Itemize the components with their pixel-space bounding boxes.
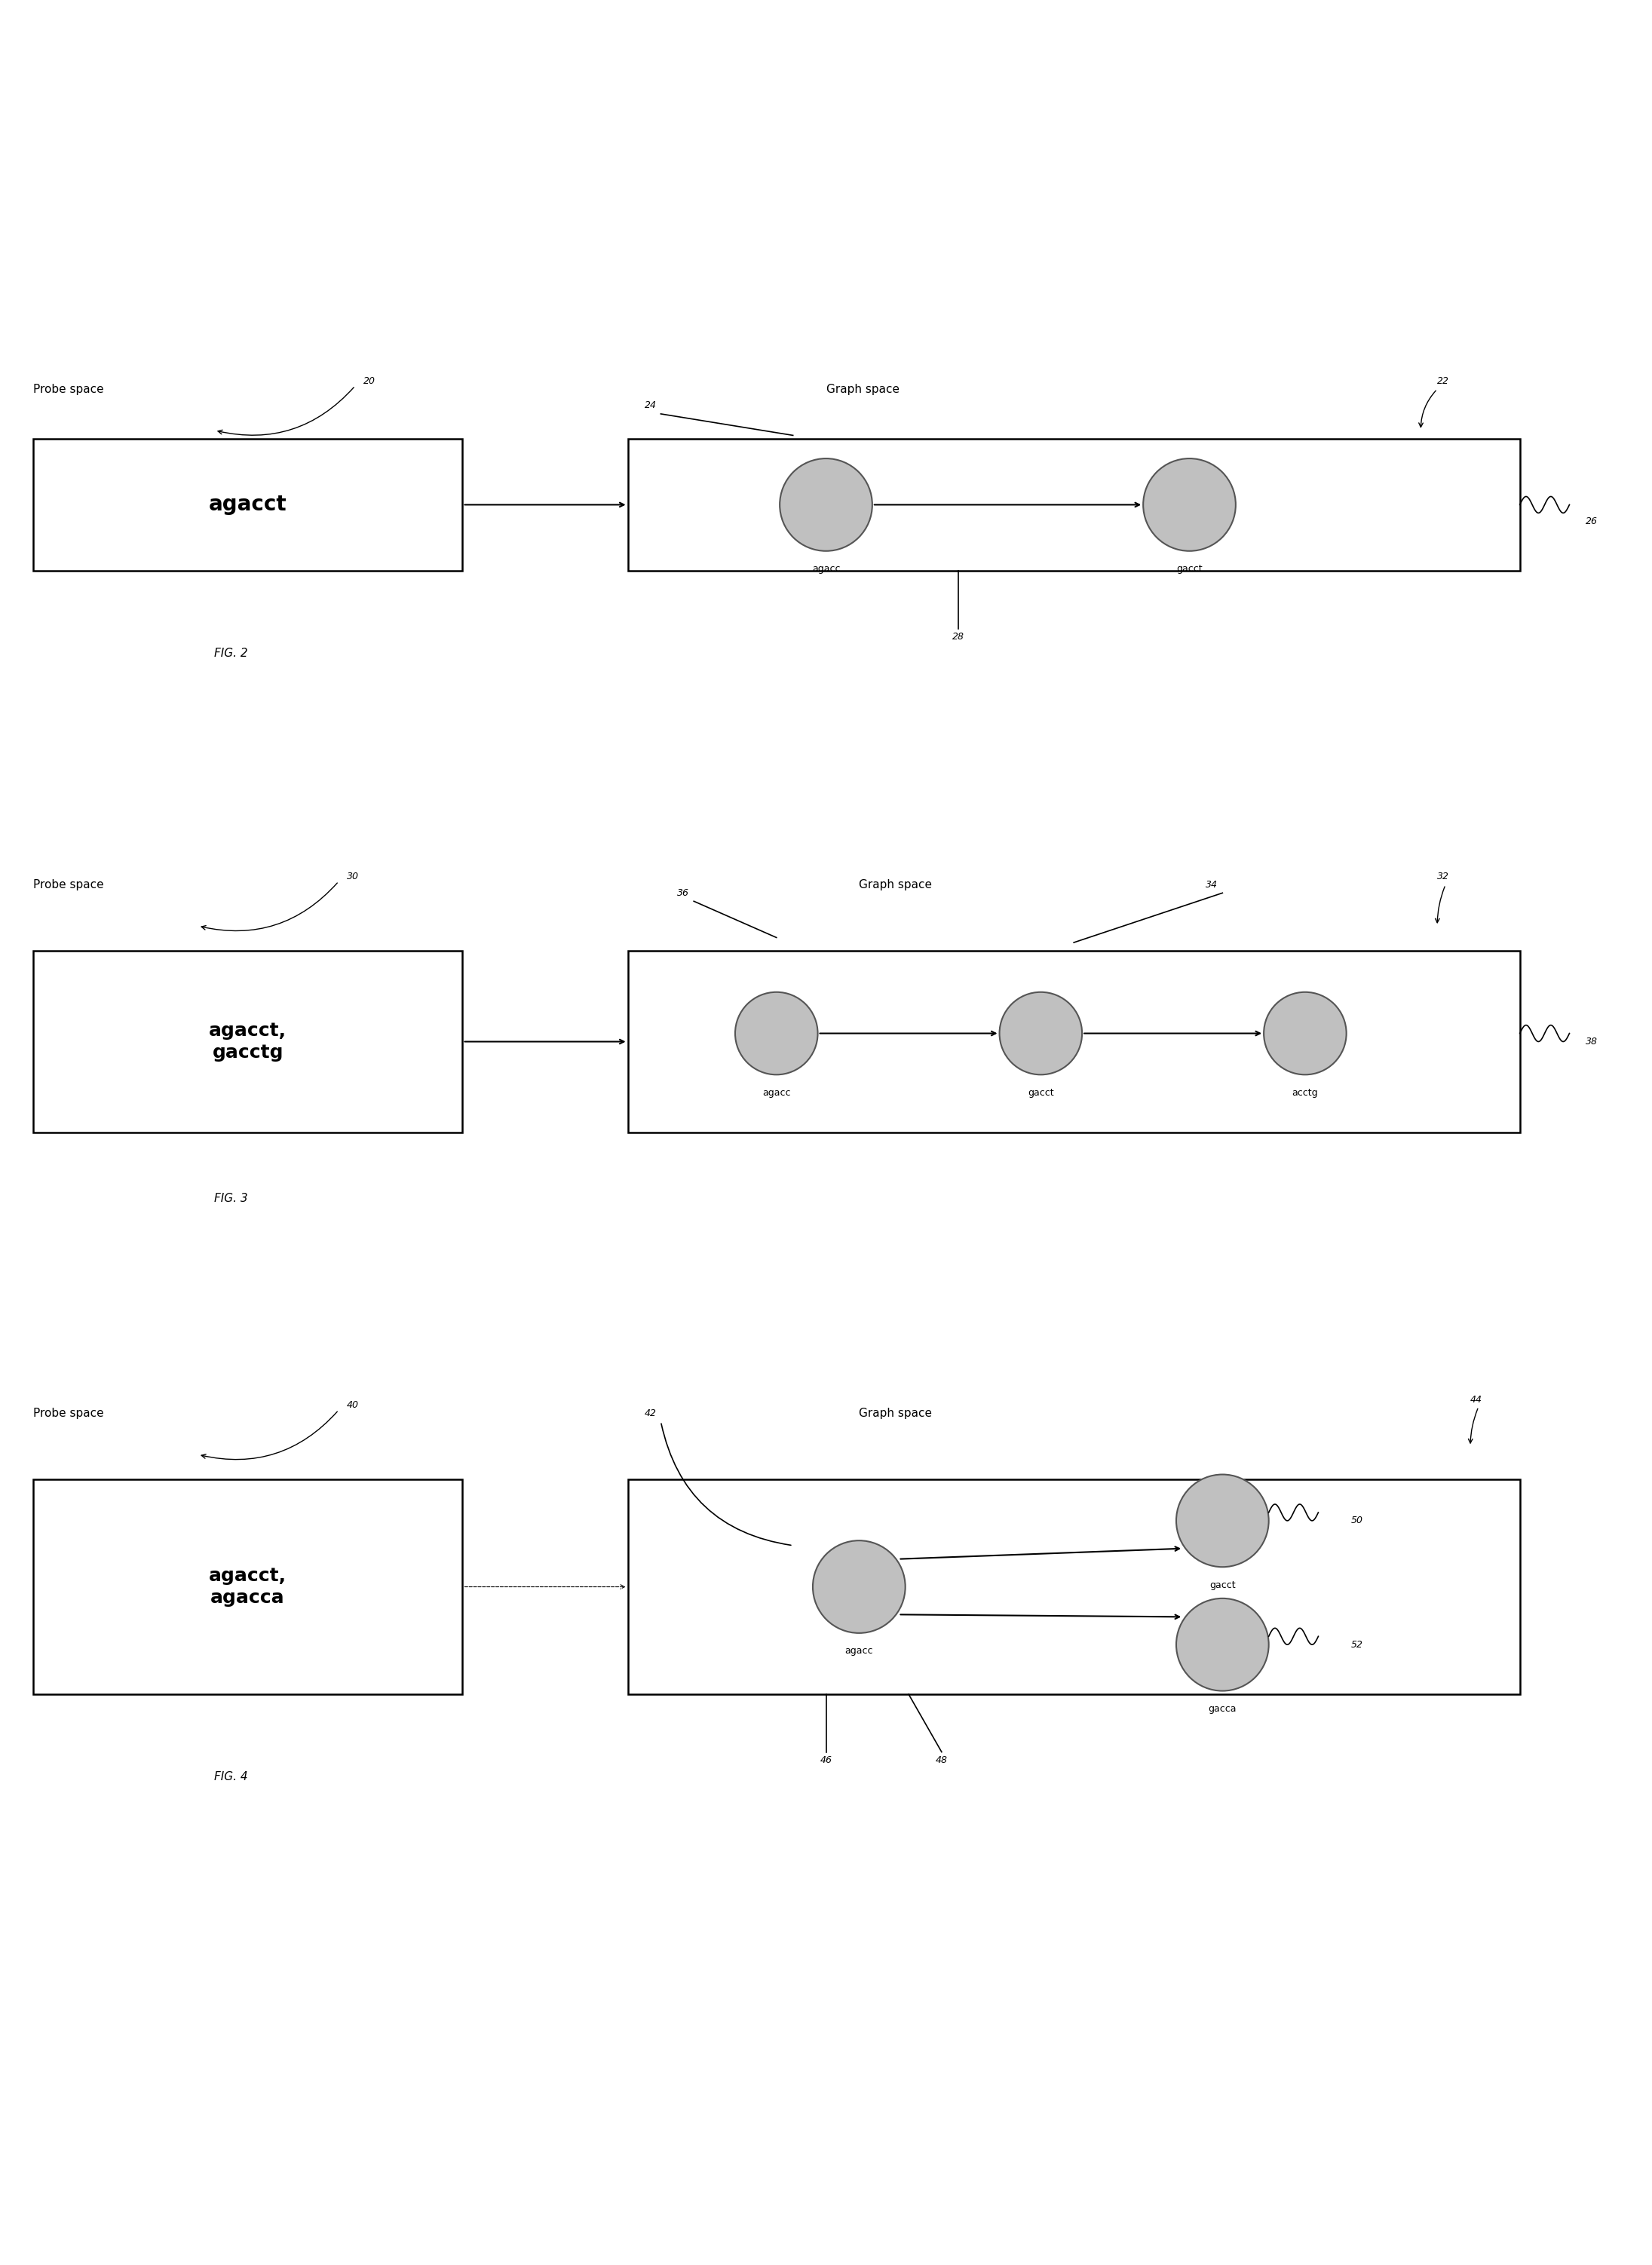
Bar (33, 951, 463, 1132)
Text: 48: 48 (935, 1755, 948, 1764)
Text: Probe space: Probe space (33, 1407, 104, 1418)
Bar (628, 439, 1520, 571)
Text: acctg: acctg (1292, 1087, 1318, 1099)
Text: Probe space: Probe space (33, 383, 104, 394)
Text: Graph space: Graph space (826, 383, 899, 394)
Text: 28: 28 (952, 632, 965, 641)
Text: 22: 22 (1437, 376, 1449, 385)
Text: gacca: gacca (1208, 1703, 1237, 1715)
Text: 42: 42 (644, 1409, 656, 1418)
Text: 44: 44 (1470, 1395, 1482, 1404)
Circle shape (813, 1540, 905, 1633)
Text: agacct,
gacctg: agacct, gacctg (208, 1022, 287, 1062)
Text: 30: 30 (347, 872, 358, 881)
Text: Graph space: Graph space (859, 1407, 932, 1418)
Bar (628, 1479, 1520, 1694)
Circle shape (780, 458, 872, 550)
Text: 36: 36 (677, 888, 689, 897)
Circle shape (999, 992, 1082, 1074)
Text: FIG. 4: FIG. 4 (215, 1771, 248, 1783)
Bar (33, 439, 463, 571)
Text: 46: 46 (819, 1755, 833, 1764)
Text: gacct: gacct (1028, 1087, 1054, 1099)
Text: 20: 20 (363, 376, 375, 385)
Circle shape (1264, 992, 1346, 1074)
Text: gacct: gacct (1209, 1581, 1236, 1590)
Text: FIG. 2: FIG. 2 (215, 648, 248, 659)
Text: 52: 52 (1351, 1640, 1363, 1649)
Text: agacc: agacc (762, 1087, 791, 1099)
Text: 50: 50 (1351, 1515, 1363, 1527)
Text: Probe space: Probe space (33, 879, 104, 890)
Text: 40: 40 (347, 1400, 358, 1411)
Text: Graph space: Graph space (859, 879, 932, 890)
Text: 34: 34 (1206, 879, 1218, 890)
Circle shape (1143, 458, 1236, 550)
Text: 32: 32 (1437, 872, 1449, 881)
Text: 38: 38 (1586, 1037, 1597, 1046)
Circle shape (1176, 1599, 1269, 1692)
Text: agacct: agacct (208, 494, 287, 516)
Text: gacct: gacct (1176, 564, 1203, 573)
Text: 24: 24 (644, 401, 656, 410)
Circle shape (735, 992, 818, 1074)
Text: FIG. 3: FIG. 3 (215, 1194, 248, 1205)
Text: agacc: agacc (844, 1647, 874, 1656)
Bar (33, 1479, 463, 1694)
Text: agacc: agacc (811, 564, 841, 573)
Bar (628, 951, 1520, 1132)
Circle shape (1176, 1475, 1269, 1567)
Text: agacct,
agacca: agacct, agacca (208, 1567, 287, 1608)
Text: 26: 26 (1586, 516, 1597, 525)
